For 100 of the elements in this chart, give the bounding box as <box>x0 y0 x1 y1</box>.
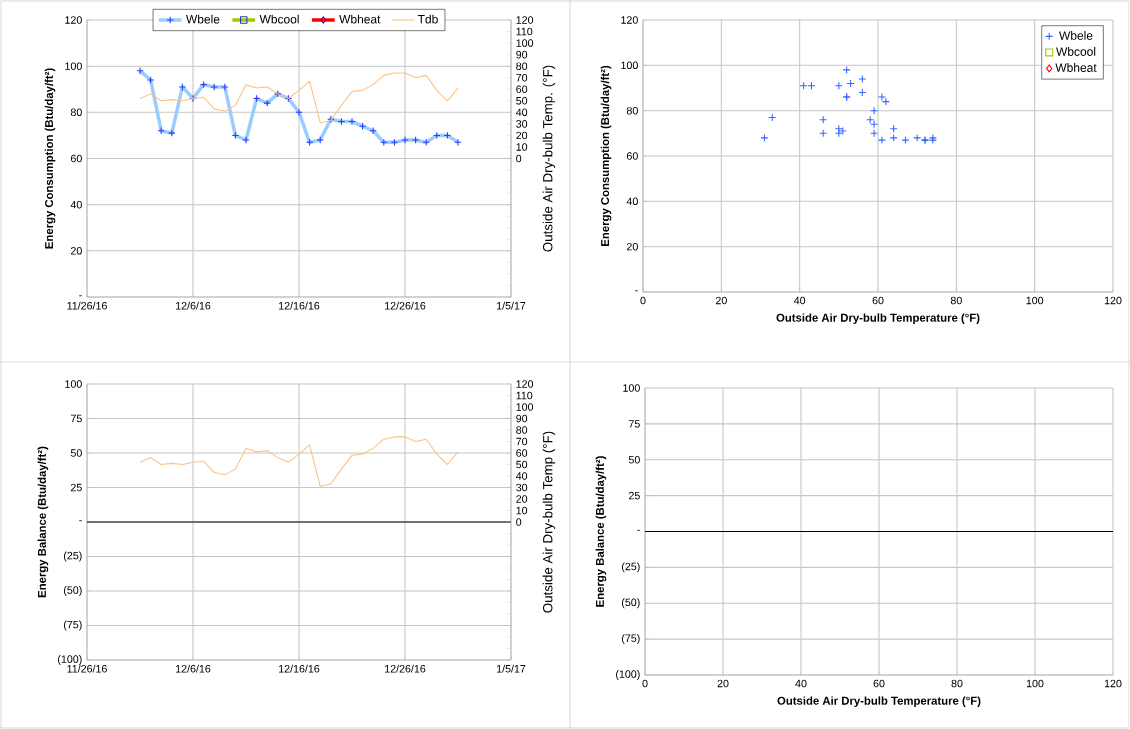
y-tick-label: (25) <box>622 562 640 573</box>
y2-tick-label: 10 <box>516 506 528 515</box>
y2-tick-label: 50 <box>516 97 528 105</box>
point <box>838 127 847 136</box>
x-tick-label: 12/16/16 <box>279 301 320 310</box>
legend-label: Wbcool <box>1056 47 1096 56</box>
y-tick-label: 120 <box>65 16 82 24</box>
point <box>928 136 937 145</box>
y2-tick-label: 60 <box>516 449 528 457</box>
y-tick-label: 100 <box>621 61 638 70</box>
point <box>870 106 879 115</box>
y-tick-label: 40 <box>70 200 82 209</box>
y2-tick-label: 0 <box>516 154 522 163</box>
x-tick-label: 20 <box>715 296 727 305</box>
y-tick-label: 120 <box>621 16 638 24</box>
y-tick-label: 75 <box>628 420 640 428</box>
point <box>889 133 898 142</box>
point <box>842 65 851 74</box>
x-tick-label: 40 <box>794 296 806 305</box>
legend-label: Wbele <box>186 14 220 24</box>
y-tick-label: 100 <box>65 380 82 388</box>
y-tick-label: (25) <box>63 551 82 562</box>
y-tick-label: 100 <box>623 384 640 392</box>
point <box>760 133 769 142</box>
y2-tick-label: 10 <box>516 143 528 151</box>
y2-tick-label: 70 <box>516 73 528 82</box>
y2-tick-label: 60 <box>516 85 528 94</box>
y2-tick-label: 20 <box>516 495 528 503</box>
point <box>901 136 910 145</box>
y-tick-label: 80 <box>626 106 638 115</box>
y-axis-title: Energy Consumption (Btu/day/ft²) <box>44 68 56 249</box>
y2-tick-label: 120 <box>516 16 534 24</box>
y-tick-label: 75 <box>70 414 82 423</box>
x-tick-label: 12/16/16 <box>279 664 320 673</box>
y2-tick-label: 30 <box>516 483 528 492</box>
legend-label: Tdb <box>417 14 438 24</box>
y2-tick-label: 40 <box>515 108 528 117</box>
y2-tick-label: 100 <box>516 403 534 411</box>
y-tick-label: 80 <box>70 108 82 117</box>
point <box>858 74 867 83</box>
y2-tick-label: 70 <box>516 437 528 446</box>
x-tick-label: 60 <box>873 679 885 688</box>
x-tick-label: 60 <box>872 296 884 305</box>
x-tick-label: 12/6/16 <box>176 301 211 310</box>
y-tick-label: 25 <box>628 491 640 500</box>
y2-tick-label: 90 <box>516 50 528 59</box>
y-tick-label: (50) <box>63 586 82 596</box>
y-tick-label: 60 <box>70 154 82 163</box>
x-axis-title: Outside Air Dry-bulb Temperature (°F) <box>777 696 981 707</box>
x-tick-label: 20 <box>717 679 729 688</box>
y-tick-label: 50 <box>628 455 640 464</box>
point <box>928 133 937 142</box>
line-series <box>139 72 459 124</box>
y-tick-label: - <box>79 520 82 522</box>
x-tick-label: 12/6/16 <box>176 664 211 673</box>
y-tick-label: 60 <box>626 152 638 160</box>
x-tick-label: 11/26/16 <box>67 664 107 673</box>
y2-axis-title: Outside Air Dry-bulb Temp (°F) <box>542 431 556 613</box>
legend-label: Wbheat <box>339 14 381 24</box>
y2-tick-label: 20 <box>516 131 528 140</box>
x-tick-label: 100 <box>1026 679 1044 688</box>
y-tick-label: 40 <box>626 197 638 206</box>
x-tick-label: 0 <box>642 679 648 688</box>
y2-tick-label: 40 <box>515 472 528 480</box>
x-tick-label: 80 <box>950 296 962 305</box>
point <box>913 133 922 142</box>
y-tick-label: 20 <box>70 247 82 255</box>
legend-label: Wbcool <box>259 14 299 24</box>
y2-tick-label: 30 <box>516 120 528 128</box>
x-tick-label: 1/5/17 <box>496 664 526 673</box>
y-tick-label: (100) <box>616 670 640 680</box>
y2-tick-label: 120 <box>516 380 534 388</box>
x-tick-label: 12/26/16 <box>385 301 426 310</box>
y-tick-label: 20 <box>626 242 638 251</box>
legend-label: Wbele <box>1059 31 1093 40</box>
point <box>877 136 886 145</box>
y-tick-label: 25 <box>70 483 82 492</box>
y-axis-title: Energy Balance (Btu/day/ft²) <box>595 456 607 607</box>
x-tick-label: 40 <box>795 679 807 688</box>
legend-label: Wbheat <box>1055 63 1097 72</box>
y2-tick-label: 110 <box>516 27 533 36</box>
y-tick-label: (75) <box>63 620 82 631</box>
x-tick-label: 100 <box>1026 296 1044 305</box>
y-axis-title: Energy Balance (Btu/day/ft²) <box>37 446 49 598</box>
x-axis-title: Outside Air Dry-bulb Temperature (°F) <box>776 313 980 324</box>
point <box>870 129 879 138</box>
y2-tick-label: 80 <box>516 426 528 434</box>
y-tick-label: - <box>635 290 638 292</box>
x-tick-label: 11/26/16 <box>67 301 107 310</box>
y2-tick-label: 110 <box>516 391 533 400</box>
x-tick-label: 120 <box>1104 679 1122 688</box>
y2-tick-label: 80 <box>516 62 528 70</box>
y-tick-label: (50) <box>622 598 640 609</box>
x-tick-label: 12/26/16 <box>385 664 426 673</box>
y-tick-label: 50 <box>70 449 82 457</box>
y-tick-label: (100) <box>58 655 82 665</box>
x-tick-label: 120 <box>1104 296 1122 305</box>
y2-axis-title: Outside Air Dry-bulb Temp. (°F) <box>542 65 556 252</box>
y2-tick-label: 50 <box>516 460 528 469</box>
y-tick-label: 100 <box>65 62 82 70</box>
